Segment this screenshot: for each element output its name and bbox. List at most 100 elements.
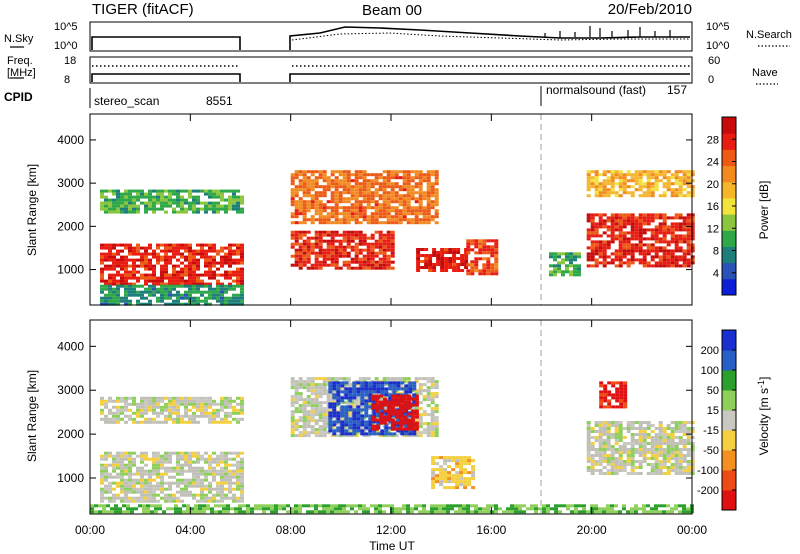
heatmap-cell: [362, 182, 367, 186]
heatmap-cell: [372, 384, 377, 388]
heatmap-cell: [128, 243, 132, 247]
heatmap-cell: [438, 507, 442, 511]
heatmap-cell: [184, 457, 188, 461]
heatmap-cell: [390, 173, 395, 177]
heatmap-cell: [224, 402, 228, 406]
heatmap-cell: [650, 213, 655, 217]
heatmap-cell: [318, 404, 323, 408]
heatmap-cell: [242, 510, 246, 514]
heatmap-cell: [594, 507, 598, 511]
heatmap-cell: [682, 430, 687, 433]
heatmap-cell: [374, 406, 379, 410]
heatmap-cell: [386, 191, 391, 195]
heatmap-cell: [306, 251, 311, 255]
heatmap-cell: [342, 218, 347, 222]
heatmap-cell: [382, 260, 387, 264]
heatmap-cell: [160, 475, 164, 479]
heatmap-cell: [204, 270, 208, 274]
heatmap-cell: [108, 481, 112, 485]
heatmap-cell: [590, 176, 595, 180]
heatmap-cell: [152, 284, 156, 288]
heatmap-cell: [686, 442, 691, 445]
heatmap-cell: [670, 234, 675, 238]
heatmap-cell: [132, 276, 136, 280]
heatmap-cell: [370, 422, 375, 426]
heatmap-cell: [290, 203, 295, 207]
heatmap-cell: [176, 484, 180, 488]
heatmap-cell: [566, 504, 570, 508]
heatmap-cell: [450, 504, 454, 508]
heatmap-cell: [310, 416, 315, 420]
heatmap-cell: [382, 245, 387, 249]
heatmap-cell: [674, 176, 679, 180]
heatmap-cell: [416, 269, 421, 272]
heatmap-cell: [566, 507, 570, 511]
heatmap-cell: [686, 249, 691, 253]
heatmap-cell: [598, 216, 603, 220]
heatmap-cell: [150, 504, 154, 508]
heatmap-cell: [298, 407, 303, 411]
heatmap-cell: [176, 284, 180, 288]
heatmap-cell: [220, 457, 224, 461]
heatmap-cell: [678, 225, 683, 229]
heatmap-cell: [362, 185, 367, 189]
heatmap-cell: [658, 463, 663, 466]
heatmap-cell: [586, 436, 591, 439]
heatmap-cell: [188, 420, 192, 424]
heatmap-cell: [410, 206, 415, 210]
heatmap-cell: [414, 431, 419, 435]
heatmap-cell: [238, 507, 242, 511]
heatmap-cell: [302, 407, 307, 411]
heatmap-cell: [328, 426, 333, 430]
heatmap-cell: [416, 254, 421, 257]
heatmap-cell: [114, 510, 118, 514]
heatmap-cell: [382, 191, 387, 195]
heatmap-cell: [674, 442, 679, 445]
heatmap-cell: [164, 189, 168, 193]
heatmap-cell: [414, 185, 419, 189]
heatmap-cell: [618, 213, 623, 217]
heatmap-cell: [634, 258, 639, 262]
heatmap-cell: [382, 418, 387, 422]
heatmap-cell: [132, 189, 136, 193]
heatmap-cell: [120, 279, 124, 283]
heatmap-cell: [152, 189, 156, 193]
heatmap-cell: [290, 233, 295, 237]
heatmap-cell: [392, 384, 397, 388]
heatmap-cell: [338, 510, 342, 514]
heatmap-cell: [154, 504, 158, 508]
heatmap-cell: [486, 257, 491, 261]
heatmap-cell: [352, 411, 357, 415]
heatmap-cell: [330, 260, 335, 264]
heatmap-cell: [626, 421, 631, 424]
heatmap-cell: [482, 257, 487, 261]
heatmap-cell: [573, 255, 577, 259]
heatmap-cell: [650, 170, 655, 174]
heatmap-cell: [152, 417, 156, 421]
heatmap-cell: [120, 261, 124, 265]
heatmap-cell: [164, 402, 168, 406]
heatmap-cell: [354, 191, 359, 195]
heatmap-cell: [196, 481, 200, 485]
heatmap-cell: [108, 496, 112, 500]
heatmap-cell: [338, 507, 342, 511]
heatmap-cell: [128, 282, 132, 286]
heatmap-cell: [682, 182, 687, 186]
heatmap-cell: [132, 282, 136, 286]
heatmap-cell: [622, 237, 627, 241]
heatmap-cell: [144, 290, 148, 294]
heatmap-cell: [132, 420, 136, 424]
heatmap-cell: [140, 451, 144, 455]
heatmap-cell: [362, 215, 367, 219]
heatmap-cell: [322, 428, 327, 432]
heatmap-cell: [410, 176, 415, 180]
y-tick-label: 4000: [57, 133, 84, 147]
heatmap-cell: [430, 504, 434, 508]
heatmap-cell: [658, 433, 663, 436]
heatmap-cell: [148, 267, 152, 271]
heatmap-cell: [350, 209, 355, 213]
heatmap-cell: [212, 264, 216, 268]
heatmap-cell: [240, 457, 244, 461]
heatmap-cell: [318, 425, 323, 429]
heatmap-cell: [164, 487, 168, 491]
